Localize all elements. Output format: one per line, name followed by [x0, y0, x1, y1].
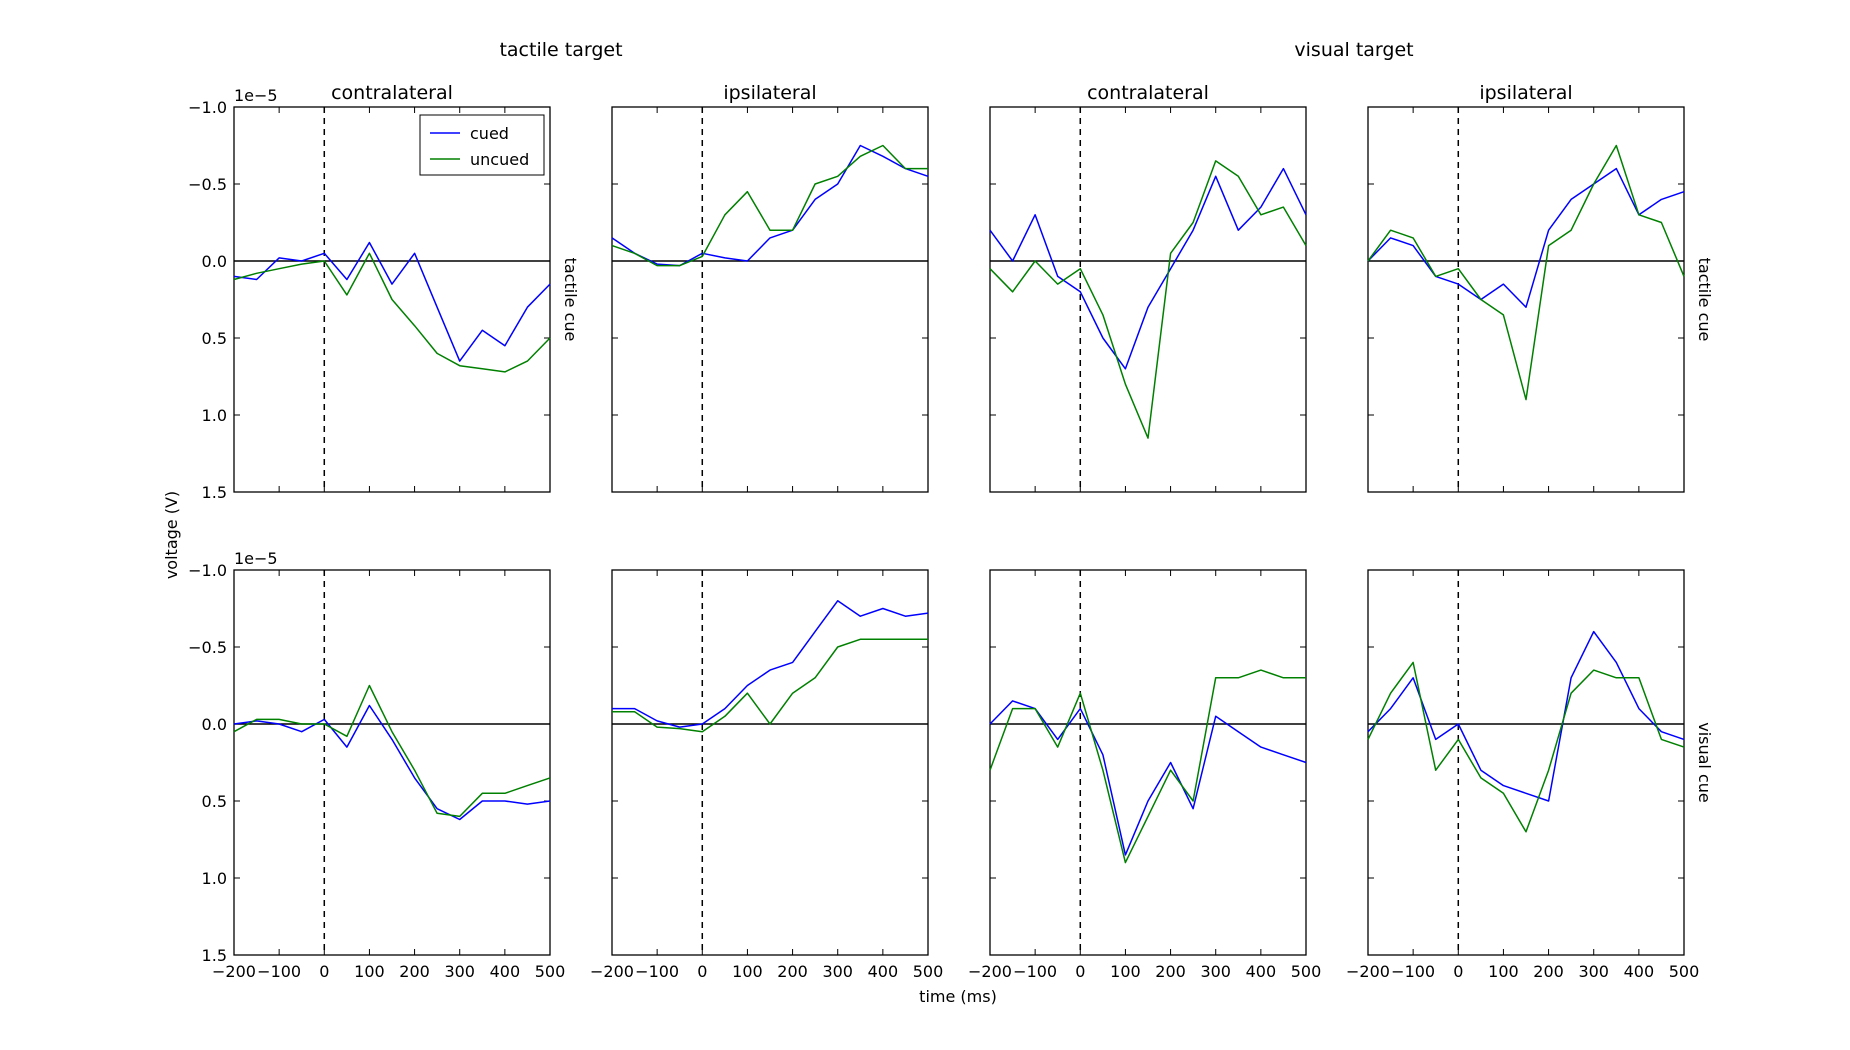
series-line-cued [989, 167, 1307, 370]
axes-frame [233, 569, 551, 956]
x-tick-label: 300 [1200, 962, 1231, 981]
x-tick-label: 500 [1669, 962, 1700, 981]
x-tick-label: 300 [822, 962, 853, 981]
subplot-panel: −200 −100 0 100 200 300 400 500 visual cue [1346, 569, 1714, 981]
x-tick-label: 100 [732, 962, 763, 981]
y-tick-label: 1.5 [202, 483, 227, 502]
subplot-panel: −200 −100 0 100 200 300 400 500 [968, 569, 1322, 981]
axes-frame [1367, 569, 1685, 956]
x-tick-label: −200 [590, 962, 634, 981]
x-tick-label: −100 [1013, 962, 1057, 981]
x-tick-label: 100 [1488, 962, 1519, 981]
x-tick-label: 300 [1578, 962, 1609, 981]
y-tick-label: 1.0 [202, 869, 227, 888]
x-tick-label: 300 [444, 962, 475, 981]
row-label: tactile cue [561, 258, 580, 342]
axes-frame [989, 569, 1307, 956]
subplot-panel: ipsilateral [611, 82, 929, 493]
column-title: contralateral [331, 82, 453, 104]
legend-entry: uncued [470, 150, 529, 169]
column-title: ipsilateral [1479, 82, 1572, 104]
series-line-uncued [989, 160, 1307, 439]
subplot-panel: −1.0 −0.5 0.0 0.5 1.0 1.5 1e−5 contralateral tac… [188, 82, 580, 502]
y-tick-label: 0.5 [202, 792, 227, 811]
legend-entry: cued [470, 124, 509, 143]
x-tick-label: 200 [1155, 962, 1186, 981]
axes-frame [989, 106, 1307, 493]
series-line-uncued [989, 669, 1306, 864]
series-line-cued [989, 700, 1307, 856]
x-tick-label: 0 [319, 962, 329, 981]
axes-frame [1367, 106, 1685, 493]
row-label: visual cue [1695, 722, 1714, 803]
subplot-panel: ipsilateral tactile cue [1367, 82, 1714, 493]
column-group-title-visual-target: visual target [1294, 39, 1413, 61]
y-offset-label: 1e−5 [234, 86, 278, 105]
x-tick-label: 500 [913, 962, 944, 981]
x-tick-label: 400 [1246, 962, 1277, 981]
series-line-uncued [1367, 661, 1685, 833]
x-tick-label: −100 [257, 962, 301, 981]
x-axis-label: time (ms) [919, 987, 997, 1006]
x-tick-label: 0 [697, 962, 707, 981]
series-line-uncued [233, 252, 551, 373]
subplot-panel: −200 −100 0 100 200 300 400 500 −1.0 −0.5 0.0 0.5 1.… [188, 549, 565, 981]
column-title: ipsilateral [723, 82, 816, 104]
y-tick-label: 1.5 [202, 946, 227, 965]
x-tick-label: 100 [1110, 962, 1141, 981]
x-tick-label: −200 [212, 962, 256, 981]
x-tick-label: −200 [1346, 962, 1390, 981]
y-tick-label: 0.5 [202, 329, 227, 348]
x-tick-label: 200 [399, 962, 430, 981]
x-tick-label: 500 [535, 962, 566, 981]
x-tick-label: 500 [1291, 962, 1322, 981]
y-tick-label: −0.5 [188, 175, 227, 194]
row-label: tactile cue [1695, 258, 1714, 342]
series-line-uncued [611, 144, 928, 267]
y-tick-label: −1.0 [188, 98, 227, 117]
y-offset-label: 1e−5 [234, 549, 278, 568]
column-group-title-tactile-target: tactile target [499, 39, 622, 61]
x-tick-label: −200 [968, 962, 1012, 981]
series-line-cued [611, 144, 929, 267]
y-tick-label: 0.0 [202, 715, 227, 734]
series-line-uncued [1367, 144, 1685, 401]
y-tick-label: −1.0 [188, 561, 227, 580]
x-tick-label: 200 [777, 962, 808, 981]
x-tick-label: 100 [354, 962, 385, 981]
x-tick-label: −100 [1391, 962, 1435, 981]
x-tick-label: 0 [1075, 962, 1085, 981]
series-line-cued [612, 600, 929, 728]
subplot-panel: contralateral [989, 82, 1307, 493]
series-line-cued [233, 704, 551, 821]
subplot-panel: −200 −100 0 100 200 300 400 500 [590, 569, 944, 981]
axes-frame [611, 106, 929, 493]
x-tick-label: 400 [490, 962, 521, 981]
series-line-uncued [612, 638, 928, 733]
series-line-cued [233, 241, 551, 362]
subplot-grid: −1.0 −0.5 0.0 0.5 1.0 1.5 1e−5 contralateral tac… [188, 82, 1714, 981]
legend-box [419, 114, 545, 176]
legend: cued uncued [419, 114, 545, 176]
series-line-uncued [233, 684, 551, 818]
x-tick-label: 400 [868, 962, 899, 981]
y-tick-label: 0.0 [202, 252, 227, 271]
x-tick-label: 0 [1453, 962, 1463, 981]
x-tick-label: 400 [1624, 962, 1655, 981]
y-tick-label: 1.0 [202, 406, 227, 425]
x-tick-label: −100 [635, 962, 679, 981]
column-title: contralateral [1087, 82, 1209, 104]
y-tick-label: −0.5 [188, 638, 227, 657]
x-tick-label: 200 [1533, 962, 1564, 981]
series-line-cued [1367, 167, 1685, 308]
y-axis-label: voltage (V) [162, 491, 181, 579]
axes-frame [611, 569, 929, 956]
